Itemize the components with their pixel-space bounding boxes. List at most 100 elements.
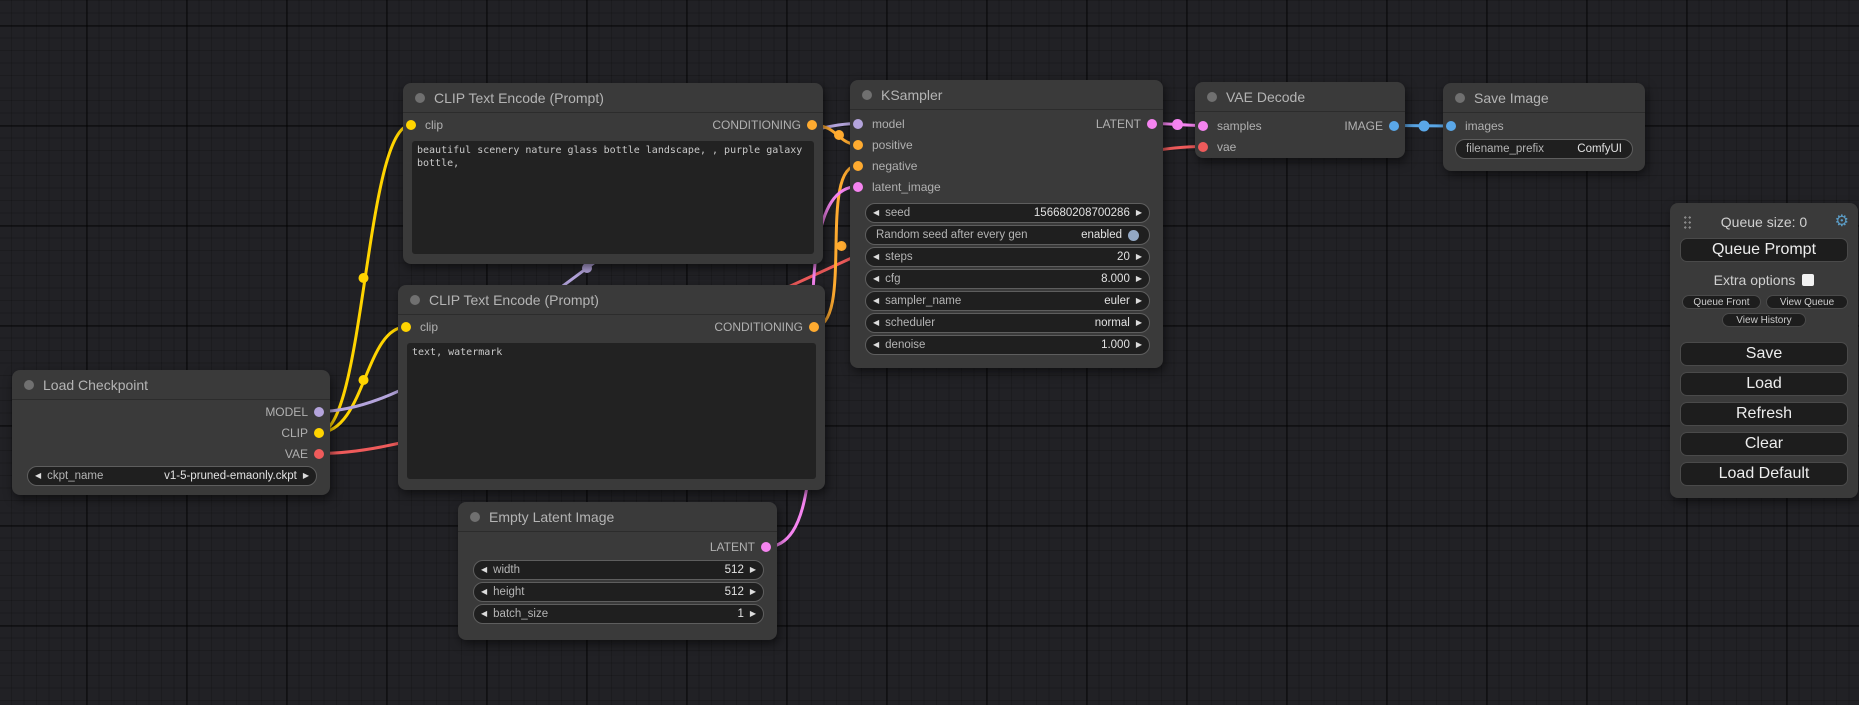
samples-input-port[interactable] [1198, 120, 1208, 131]
collapse-dot-icon[interactable] [415, 92, 425, 103]
vae-input-port[interactable] [1198, 141, 1208, 152]
node-empty-latent-image[interactable]: Empty Latent Image LATENT ◀ width 512 ▶ … [458, 502, 777, 640]
node-title-bar[interactable]: Load Checkpoint [12, 370, 330, 400]
negative-input-port[interactable] [853, 160, 863, 171]
clip-input-port[interactable] [406, 120, 416, 130]
node-title-bar[interactable]: Empty Latent Image [458, 502, 777, 532]
collapse-dot-icon[interactable] [470, 511, 480, 522]
images-input-port[interactable] [1446, 121, 1456, 131]
prev-arrow-icon[interactable]: ◀ [873, 252, 880, 261]
next-arrow-icon[interactable]: ▶ [1135, 252, 1142, 261]
next-arrow-icon[interactable]: ▶ [302, 471, 309, 480]
node-clip-text-encode-negative[interactable]: CLIP Text Encode (Prompt) clip CONDITION… [398, 285, 825, 490]
clear-button[interactable]: Clear [1680, 432, 1848, 456]
prev-arrow-icon[interactable]: ◀ [873, 274, 880, 283]
node-title-bar[interactable]: VAE Decode [1195, 82, 1405, 112]
widget-width[interactable]: ◀ width 512 ▶ [473, 560, 764, 580]
next-arrow-icon[interactable]: ▶ [1135, 296, 1142, 305]
collapse-dot-icon[interactable] [410, 294, 420, 305]
prompt-textarea[interactable]: beautiful scenery nature glass bottle la… [412, 141, 814, 254]
widget-label: filename_prefix [1466, 143, 1544, 155]
widget-seed[interactable]: ◀ seed 156680208700286 ▶ [865, 203, 1150, 223]
node-ksampler[interactable]: KSampler model LATENT positive negative … [850, 80, 1163, 368]
drag-handle-icon[interactable] [1683, 215, 1692, 229]
conditioning-output-port[interactable] [807, 120, 817, 130]
io-row-samples: samples IMAGE [1195, 115, 1405, 136]
prev-arrow-icon[interactable]: ◀ [481, 587, 488, 596]
view-queue-button[interactable]: View Queue [1766, 295, 1848, 309]
view-history-button[interactable]: View History [1722, 313, 1806, 327]
prev-arrow-icon[interactable]: ◀ [481, 565, 488, 574]
widget-filename-prefix[interactable]: filename_prefix ComfyUI [1455, 139, 1633, 159]
node-title-bar[interactable]: CLIP Text Encode (Prompt) [398, 285, 825, 315]
prev-arrow-icon[interactable]: ◀ [873, 208, 880, 217]
widget-label: steps [885, 251, 913, 263]
positive-input-port[interactable] [853, 139, 863, 150]
next-arrow-icon[interactable]: ▶ [1135, 208, 1142, 217]
widget-denoise[interactable]: ◀ denoise 1.000 ▶ [865, 335, 1150, 355]
io-row: clip CONDITIONING [398, 315, 825, 339]
node-clip-text-encode-positive[interactable]: CLIP Text Encode (Prompt) clip CONDITION… [403, 83, 823, 264]
settings-gear-icon[interactable]: ⚙ [1834, 213, 1849, 230]
node-title: KSampler [881, 86, 943, 103]
node-load-checkpoint[interactable]: Load Checkpoint MODEL CLIP VAE ◀ ckpt_na… [12, 370, 330, 495]
next-arrow-icon[interactable]: ▶ [749, 587, 756, 596]
widget-cfg[interactable]: ◀ cfg 8.000 ▶ [865, 269, 1150, 289]
widget-label: width [493, 564, 521, 576]
refresh-button[interactable]: Refresh [1680, 402, 1848, 426]
prev-arrow-icon[interactable]: ◀ [481, 609, 488, 618]
next-arrow-icon[interactable]: ▶ [749, 565, 756, 574]
widget-steps[interactable]: ◀ steps 20 ▶ [865, 247, 1150, 267]
latent-output-port[interactable] [761, 542, 771, 552]
node-title-bar[interactable]: Save Image [1443, 83, 1645, 113]
clip-output-port[interactable] [314, 427, 324, 438]
collapse-dot-icon[interactable] [1207, 91, 1217, 102]
prev-arrow-icon[interactable]: ◀ [873, 318, 880, 327]
collapse-dot-icon[interactable] [862, 89, 872, 100]
load-default-button[interactable]: Load Default [1680, 462, 1848, 486]
widget-height[interactable]: ◀ height 512 ▶ [473, 582, 764, 602]
enabled-toggle-icon[interactable] [1128, 229, 1139, 241]
node-title-bar[interactable]: KSampler [850, 80, 1163, 110]
next-arrow-icon[interactable]: ▶ [1135, 340, 1142, 349]
prev-arrow-icon[interactable]: ◀ [35, 471, 42, 480]
queue-prompt-button[interactable]: Queue Prompt [1680, 238, 1848, 262]
node-vae-decode[interactable]: VAE Decode samples IMAGE vae [1195, 82, 1405, 158]
widget-value: 1 [737, 608, 744, 620]
queue-front-button[interactable]: Queue Front [1682, 295, 1761, 309]
node-save-image[interactable]: Save Image images filename_prefix ComfyU… [1443, 83, 1645, 171]
image-output-port[interactable] [1389, 120, 1399, 131]
prev-arrow-icon[interactable]: ◀ [873, 296, 880, 305]
save-button[interactable]: Save [1680, 342, 1848, 366]
widget-value: 20 [1117, 251, 1130, 263]
next-arrow-icon[interactable]: ▶ [1135, 274, 1142, 283]
vae-output-port[interactable] [314, 448, 324, 459]
model-output-port[interactable] [314, 406, 324, 417]
latent-output-port[interactable] [1147, 118, 1157, 129]
output-label: LATENT [1095, 116, 1141, 131]
model-input-port[interactable] [853, 118, 863, 129]
widget-random-seed[interactable]: Random seed after every gen enabled [865, 225, 1150, 245]
prompt-textarea[interactable]: text, watermark [407, 343, 816, 479]
wire-dot [836, 241, 847, 251]
output-label: LATENT [709, 540, 755, 554]
node-title-bar[interactable]: CLIP Text Encode (Prompt) [403, 83, 823, 113]
node-title: CLIP Text Encode (Prompt) [434, 89, 604, 106]
output-label: CONDITIONING [712, 118, 801, 132]
node-title: CLIP Text Encode (Prompt) [429, 291, 599, 308]
conditioning-output-port[interactable] [809, 322, 819, 332]
widget-sampler-name[interactable]: ◀ sampler_name euler ▶ [865, 291, 1150, 311]
collapse-dot-icon[interactable] [1455, 92, 1465, 103]
collapse-dot-icon[interactable] [24, 379, 34, 390]
widget-ckpt-name[interactable]: ◀ ckpt_name v1-5-pruned-emaonly.ckpt ▶ [27, 466, 317, 486]
latent-image-input-port[interactable] [853, 181, 863, 192]
load-button[interactable]: Load [1680, 372, 1848, 396]
prev-arrow-icon[interactable]: ◀ [873, 340, 880, 349]
widget-batch-size[interactable]: ◀ batch_size 1 ▶ [473, 604, 764, 624]
widget-scheduler[interactable]: ◀ scheduler normal ▶ [865, 313, 1150, 333]
next-arrow-icon[interactable]: ▶ [749, 609, 756, 618]
extra-options-checkbox[interactable] [1802, 274, 1815, 286]
clip-input-port[interactable] [401, 322, 411, 332]
next-arrow-icon[interactable]: ▶ [1135, 318, 1142, 327]
